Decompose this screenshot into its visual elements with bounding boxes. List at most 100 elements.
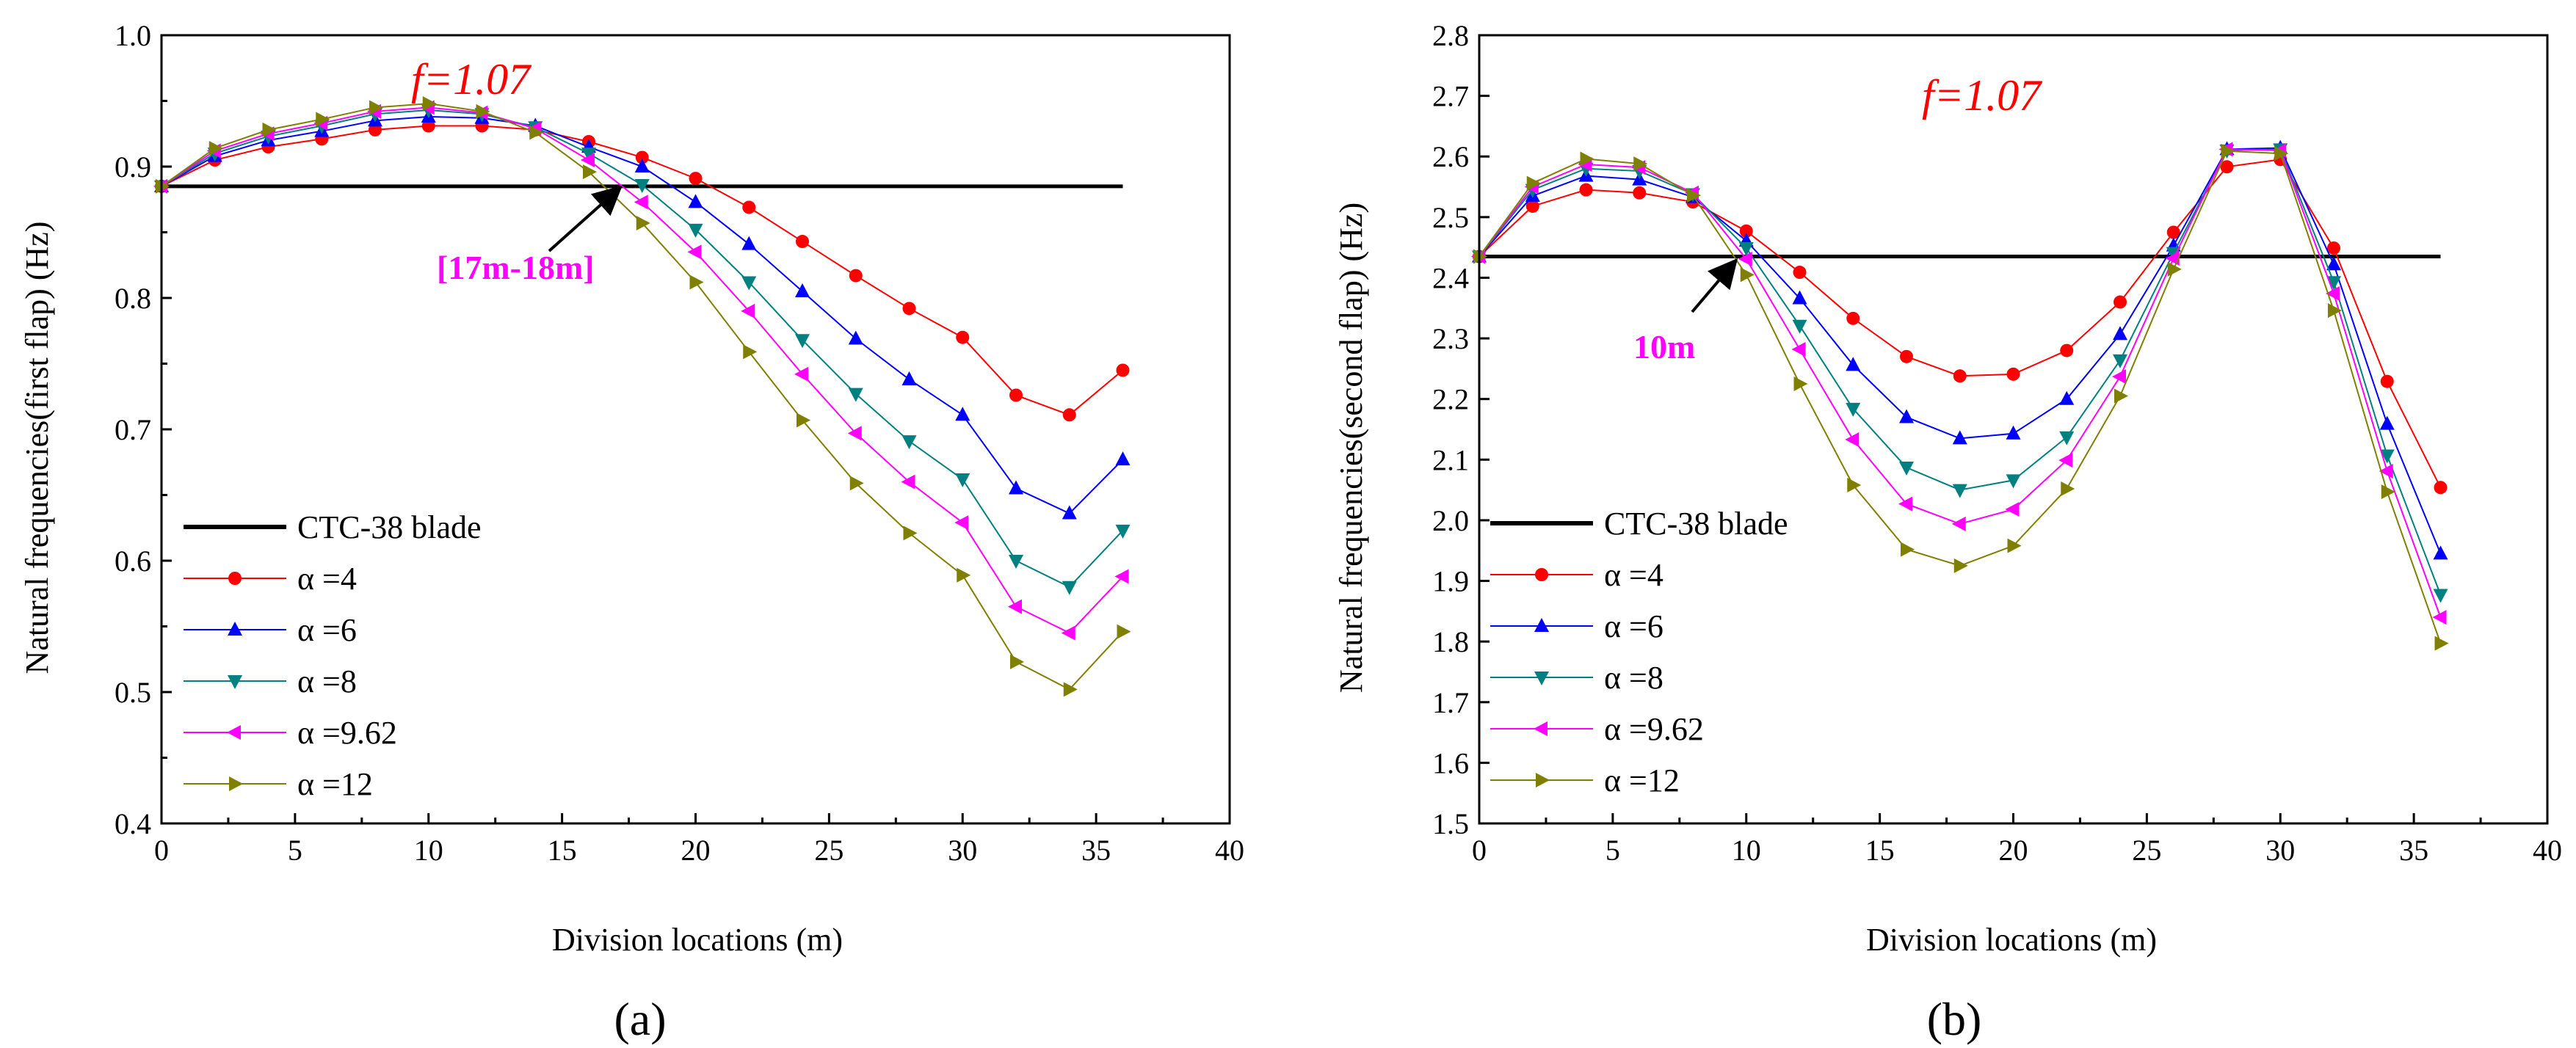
data-point: [1580, 151, 1594, 167]
y-tick-label: 2.0: [1432, 504, 1469, 537]
data-point: [794, 366, 808, 382]
data-point: [901, 435, 917, 450]
data-point: [1846, 311, 1860, 325]
data-point: [2433, 545, 2448, 560]
x-tick-label: 5: [288, 834, 302, 867]
data-point: [2059, 431, 2075, 445]
y-tick-label: 0.8: [115, 282, 151, 315]
data-point: [1846, 357, 1861, 371]
x-tick-label: 15: [1865, 834, 1895, 867]
data-point: [634, 159, 650, 172]
data-point: [2113, 326, 2127, 341]
data-point: [741, 276, 757, 291]
data-point: [1740, 267, 1755, 283]
data-point: [2165, 251, 2180, 266]
series-line: [161, 115, 1124, 514]
data-point: [2380, 374, 2394, 388]
data-point: [1952, 430, 1967, 445]
data-point: [634, 179, 650, 194]
data-point: [2326, 276, 2341, 291]
legend-label: α =9.62: [297, 715, 397, 751]
y-tick-label: 2.6: [1432, 140, 1469, 173]
data-point: [2379, 415, 2395, 430]
data-point: [1792, 290, 1807, 305]
data-point: [2221, 143, 2235, 159]
data-point: [1062, 408, 1076, 422]
y-tick-label: 1.5: [1432, 807, 1469, 840]
data-point: [689, 274, 704, 290]
data-point: [2058, 453, 2073, 468]
y-axis-title-a: Natural frequencies(first flap) (Hz): [19, 222, 55, 674]
data-point: [1953, 369, 1967, 383]
data-point: [848, 330, 863, 345]
data-point: [2220, 160, 2234, 174]
y-tick-label: 2.3: [1432, 322, 1469, 355]
data-point: [2113, 354, 2127, 368]
data-point: [1115, 524, 1131, 539]
legend-marker: [228, 572, 242, 585]
x-tick-label: 10: [1732, 834, 1761, 867]
data-point: [634, 194, 648, 210]
panel-label-b: (b): [1927, 993, 1982, 1045]
legend-marker: [229, 776, 243, 791]
data-point: [2006, 425, 2021, 440]
data-point: [2007, 538, 2022, 553]
data-point: [1792, 319, 1807, 334]
x-tick-label: 5: [1606, 834, 1620, 867]
data-point: [369, 123, 382, 137]
legend-marker: [228, 675, 242, 689]
y-tick-label: 0.5: [115, 676, 151, 709]
data-point: [954, 515, 969, 531]
legend-marker: [228, 622, 242, 636]
data-point: [687, 244, 702, 260]
data-point: [1633, 186, 1647, 200]
data-point: [1117, 624, 1131, 639]
data-point: [796, 235, 809, 249]
legend-label: α =12: [1604, 763, 1680, 798]
data-point: [583, 164, 597, 180]
legend-marker: [1534, 721, 1548, 736]
legend-label: α =6: [1604, 608, 1663, 644]
data-point: [901, 474, 915, 490]
data-point: [2328, 303, 2342, 319]
data-point: [1525, 199, 1539, 213]
axes-a: 0 5 10 15 20 25 30 35 40 0.4 0.5 0.6 0.7 0.8 0.9 1.0: [115, 19, 1244, 867]
data-point: [1899, 462, 1914, 476]
legend-label: α =4: [1604, 557, 1663, 593]
x-tick-label: 25: [2132, 834, 2161, 867]
data-point: [2114, 295, 2127, 309]
x-tick-label: 20: [681, 834, 711, 867]
legend-marker: [1536, 773, 1550, 787]
data-point: [847, 426, 862, 441]
panel-b: 0 5 10 15 20 25 30 35 40 1.5 1.6 1.7 1.8 1.9 2.0 2.1 2.2…: [1333, 19, 2562, 1045]
panel-label-a: (a): [614, 993, 666, 1045]
data-point: [1791, 341, 1806, 357]
data-point: [2327, 241, 2340, 255]
x-tick-label: 30: [2265, 834, 2295, 867]
data-point: [1900, 349, 1913, 363]
x-tick-label: 20: [1999, 834, 2028, 867]
data-point: [1899, 409, 1914, 423]
data-point: [1526, 175, 1541, 191]
annotation-range-a: [17m-18m]: [437, 249, 595, 286]
data-point: [2379, 449, 2395, 464]
data-point: [581, 148, 596, 162]
data-point: [1953, 558, 1968, 573]
legend-b: CTC-38 blade α =4 α =6 α =8 α =9.62 α =12: [1490, 506, 1788, 798]
y-axis-title-b: Natural frequencies(second flap) (Hz): [1333, 203, 1369, 693]
data-point: [1738, 241, 1754, 256]
data-point: [2061, 481, 2075, 496]
data-point: [1116, 363, 1130, 377]
data-point: [688, 194, 703, 208]
data-point: [1009, 555, 1023, 569]
y-tick-label: 2.4: [1432, 261, 1469, 294]
data-point: [421, 119, 435, 133]
data-point: [529, 125, 544, 140]
data-point: [1579, 183, 1593, 197]
data-point: [2381, 484, 2395, 500]
annotation-frequency-b: f=1.07: [1922, 71, 2043, 120]
panel-a: 0 5 10 15 20 25 30 35 40 0.4 0.5 0.6 0.7 0.8 0.9 1.0 f=…: [19, 19, 1244, 1045]
y-tick-label: 0.7: [115, 413, 151, 446]
data-point: [795, 334, 810, 349]
